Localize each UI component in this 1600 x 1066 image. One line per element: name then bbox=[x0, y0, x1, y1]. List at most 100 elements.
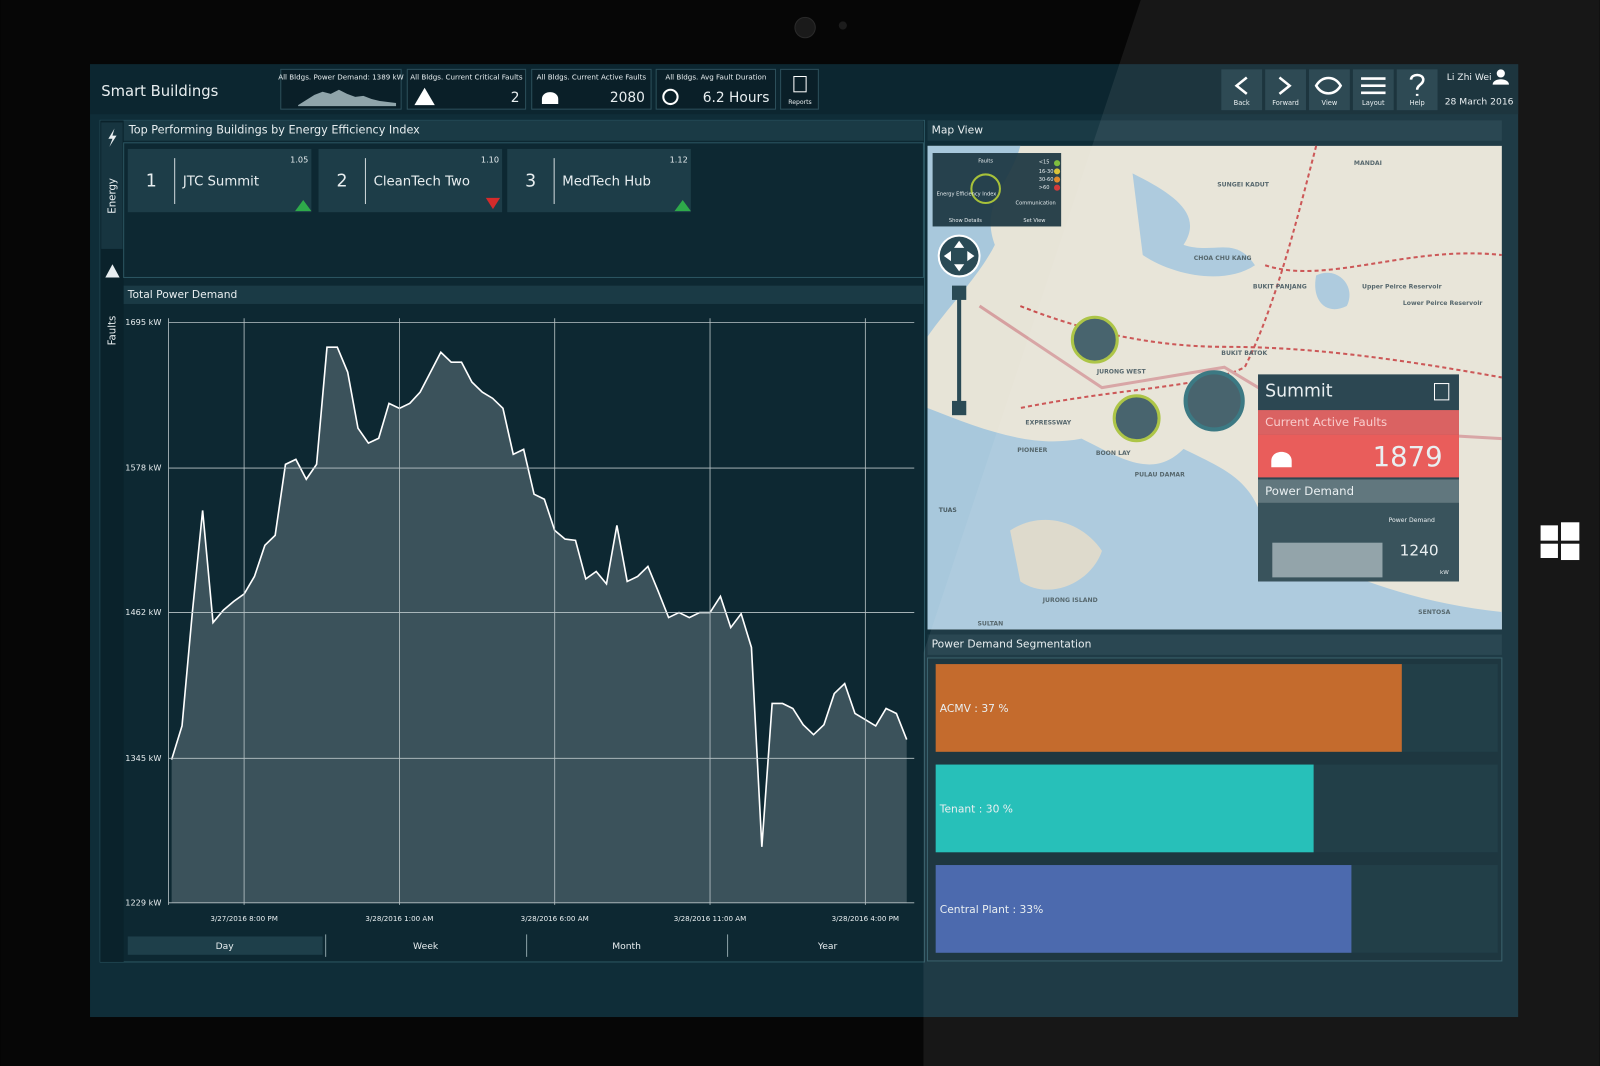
screen-glare bbox=[923, 0, 1600, 1066]
place-label: CHOA CHU KANG bbox=[1194, 255, 1252, 262]
camera bbox=[794, 16, 816, 39]
x-tick-label: 3/27/2016 8:00 PM bbox=[210, 914, 278, 923]
segment-bar bbox=[935, 764, 1314, 853]
ranking-title: Top Performing Buildings by Energy Effic… bbox=[128, 124, 420, 137]
place-label: Lower Peirce Reservoir bbox=[1403, 300, 1483, 307]
ranking-card[interactable] bbox=[127, 148, 312, 213]
faults-value: 1879 bbox=[1373, 441, 1443, 473]
legend-swatch bbox=[1054, 168, 1061, 175]
nav-label: View bbox=[1322, 99, 1338, 107]
power-band bbox=[1258, 479, 1459, 503]
ranking-rank: 3 bbox=[525, 172, 536, 192]
chart-title: Total Power Demand bbox=[127, 288, 238, 301]
windows-logo bbox=[1540, 522, 1580, 561]
time-range-label: Year bbox=[817, 941, 838, 952]
dynamic-layer: All Bldgs. Power Demand: 1389 kW All Bldg… bbox=[125, 68, 1514, 957]
faults-icon bbox=[105, 264, 120, 278]
power-value: 1240 bbox=[1400, 541, 1439, 559]
nav-label: Forward bbox=[1272, 99, 1299, 107]
ranking-value: 1.12 bbox=[670, 155, 688, 165]
kpi-value: 6.2 Hours bbox=[703, 90, 770, 106]
map-island bbox=[1010, 519, 1102, 590]
legend-text: Set View bbox=[1023, 218, 1045, 224]
popup-close[interactable] bbox=[1433, 383, 1450, 401]
legend-marker bbox=[970, 173, 1001, 205]
critical-icon bbox=[414, 87, 435, 106]
pan-control[interactable] bbox=[937, 234, 981, 278]
faults-label: Current Active Faults bbox=[1265, 415, 1387, 429]
reports-icon bbox=[793, 75, 807, 93]
place-label: TUAS bbox=[939, 507, 957, 514]
app-title: Smart Buildings bbox=[101, 83, 218, 100]
building-marker[interactable] bbox=[1112, 394, 1161, 443]
legend-text: 16-30 bbox=[1039, 169, 1054, 175]
active-fault-icon bbox=[541, 92, 559, 105]
legend-text: 30-60 bbox=[1039, 177, 1054, 183]
legend-swatch bbox=[1054, 184, 1061, 191]
panel-header bbox=[927, 120, 1502, 141]
place-label: JURONG WEST bbox=[1096, 368, 1147, 375]
legend-text: Faults bbox=[978, 159, 993, 165]
faults-value-band bbox=[1258, 434, 1459, 478]
reports-button[interactable] bbox=[780, 68, 819, 110]
segment-label: Central Plant : 33% bbox=[940, 903, 1044, 916]
segment-label: Tenant : 30 % bbox=[939, 802, 1013, 815]
time-range-button[interactable] bbox=[127, 936, 323, 955]
side-tab-label[interactable]: Energy bbox=[107, 178, 118, 214]
ranking-card[interactable] bbox=[318, 148, 503, 213]
building-marker[interactable] bbox=[1070, 315, 1119, 364]
power-mini-chart bbox=[1272, 542, 1383, 578]
x-tick-label: 3/28/2016 6:00 AM bbox=[521, 914, 589, 923]
kpi-label: All Bldgs. Power Demand: 1389 kW bbox=[278, 73, 404, 82]
building-marker[interactable] bbox=[1183, 370, 1245, 432]
logo-pane bbox=[1540, 525, 1558, 541]
ranking-card[interactable] bbox=[507, 148, 691, 213]
kpi-label: All Bldgs. Current Active Faults bbox=[537, 73, 647, 82]
siren-icon bbox=[1271, 451, 1292, 468]
side-tab-label[interactable]: Faults bbox=[107, 316, 118, 346]
nav-icon bbox=[1361, 77, 1386, 95]
segment-bar bbox=[935, 865, 1352, 953]
zoom-in[interactable] bbox=[951, 285, 967, 300]
energy-icon bbox=[108, 128, 117, 147]
y-tick-label: 1462 kW bbox=[125, 607, 161, 617]
nav-button[interactable] bbox=[1352, 69, 1394, 111]
area-fill bbox=[171, 347, 907, 903]
kpi-sparkline bbox=[298, 89, 397, 107]
panel-header bbox=[123, 285, 924, 304]
pan-arrows bbox=[943, 240, 975, 272]
current-date: 28 March 2016 bbox=[1445, 97, 1514, 108]
trend-arrow bbox=[485, 197, 501, 210]
user-icon bbox=[1492, 79, 1509, 85]
place-label: Upper Peirce Reservoir bbox=[1362, 284, 1442, 291]
side-column bbox=[100, 120, 124, 962]
map-water bbox=[1132, 173, 1255, 277]
x-tick-label: 3/28/2016 4:00 PM bbox=[832, 914, 900, 923]
place-label: PIONEER bbox=[1017, 447, 1047, 454]
sensor bbox=[838, 21, 847, 30]
zoom-out[interactable] bbox=[951, 400, 967, 416]
nav-icon bbox=[1278, 76, 1292, 95]
segment-label: ACMV : 37 % bbox=[940, 702, 1009, 715]
map-legend bbox=[932, 153, 1062, 227]
ranking-name: JTC Summit bbox=[182, 175, 259, 190]
legend-text: Show Details bbox=[949, 218, 982, 224]
segment-bar bbox=[935, 664, 1402, 752]
x-tick-label: 3/28/2016 11:00 AM bbox=[674, 914, 747, 923]
energy-tab[interactable] bbox=[101, 122, 123, 249]
place-label: BOON LAY bbox=[1096, 450, 1131, 457]
nav-icon bbox=[1409, 73, 1425, 96]
place-label: BUKIT PANJANG bbox=[1253, 284, 1307, 291]
nav-icon bbox=[1314, 76, 1343, 95]
map-water bbox=[1315, 272, 1350, 310]
ranking-name: CleanTech Two bbox=[374, 175, 470, 190]
kpi-label: All Bldgs. Current Critical Faults bbox=[410, 73, 523, 82]
place-label: SULTAN bbox=[977, 620, 1003, 627]
nav-button[interactable] bbox=[1309, 69, 1350, 111]
user-name: Li Zhi Wei bbox=[1447, 72, 1492, 83]
place-label: SUNGEI KADUT bbox=[1217, 182, 1270, 189]
nav-label: Help bbox=[1410, 99, 1425, 107]
kpi-value: 2 bbox=[511, 90, 520, 106]
area-line bbox=[170, 346, 908, 847]
